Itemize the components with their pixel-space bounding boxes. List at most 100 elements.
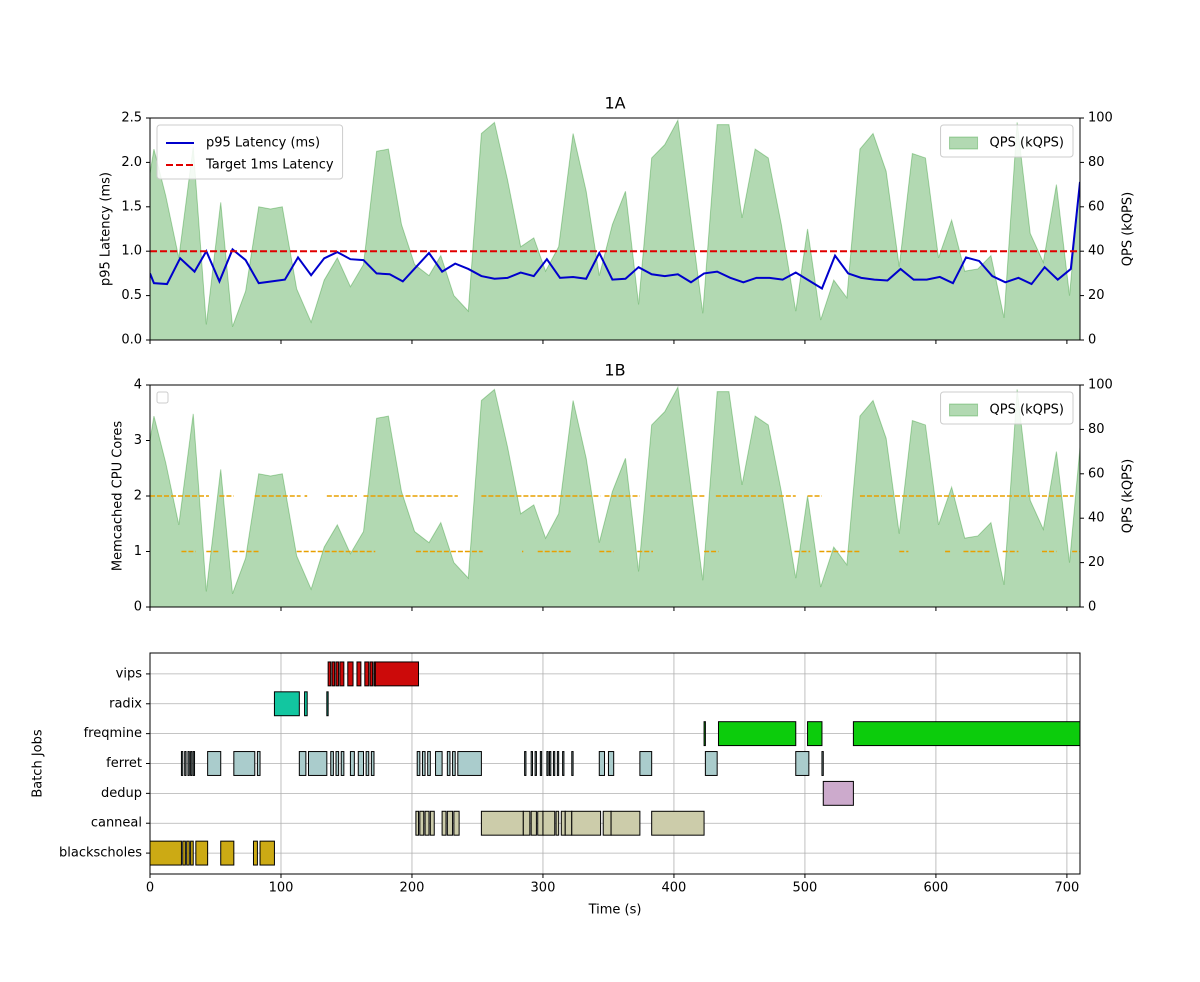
y-tick-label: blackscholes: [59, 846, 142, 861]
job-bar: [602, 810, 612, 836]
job-bar: [190, 751, 193, 776]
job-bar: [560, 810, 566, 836]
y-tick-label: ferret: [106, 756, 142, 771]
job-bar: [534, 751, 537, 776]
legend-label: Target 1ms Latency: [205, 158, 334, 173]
job-bar: [607, 751, 615, 776]
y-tick-label: 2.5: [121, 111, 142, 126]
panel: Batch Jobs Time (s) 0 100 200 300 400 500 600 700…: [31, 652, 1081, 918]
job-bar: [186, 840, 190, 866]
x-tick-label: 600: [924, 881, 949, 896]
job-bar: [452, 751, 456, 776]
job-bar: [446, 810, 454, 836]
x-axis-label: Time (s): [588, 903, 642, 918]
job-bar: [304, 691, 308, 717]
y-axis-label: Memcached CPU Cores: [111, 421, 126, 571]
job-bar: [347, 661, 354, 687]
y2-tick-label: 20: [1088, 288, 1105, 303]
job-bar: [530, 751, 533, 776]
y-tick-label: 1.0: [121, 244, 142, 259]
y-tick-label: dedup: [101, 786, 142, 801]
job-bar: [598, 751, 606, 776]
job-bar: [852, 721, 1080, 747]
job-bar: [298, 751, 307, 776]
y2-tick-label: 40: [1088, 511, 1105, 526]
x-tick-label: 400: [662, 881, 687, 896]
x-tick-label: 0: [146, 881, 154, 896]
y2-tick-label: 0: [1088, 600, 1096, 615]
job-bar: [195, 840, 209, 866]
job-bar: [546, 751, 549, 776]
job-bar: [571, 751, 574, 776]
job-bar: [530, 810, 537, 836]
axes-frame: [149, 384, 1081, 608]
y-tick-label: 0.0: [121, 333, 142, 348]
y2-tick-label: 20: [1088, 555, 1105, 570]
job-bar: [427, 751, 431, 776]
y2-tick-label: 0: [1088, 333, 1096, 348]
y-tick-label: freqmine: [84, 726, 142, 741]
y2-tick-label: 80: [1088, 422, 1105, 437]
legend-label: QPS (kQPS): [990, 403, 1064, 418]
job-bar: [256, 751, 261, 776]
y-tick-label: vips: [116, 666, 143, 681]
job-bar: [453, 810, 460, 836]
job-bar: [349, 751, 355, 776]
plot-area: [150, 653, 1080, 874]
legend-box: [940, 391, 1074, 425]
qps-area: [150, 385, 1080, 607]
job-bar: [184, 751, 187, 776]
x-tick-label: 700: [1054, 881, 1079, 896]
job-bar: [273, 691, 300, 717]
job-bar: [180, 751, 184, 776]
job-bar: [457, 751, 482, 776]
job-bar: [339, 661, 345, 687]
job-bar: [429, 810, 435, 836]
job-bar: [424, 810, 430, 836]
y-tick-label: canneal: [91, 816, 142, 831]
job-bar: [233, 751, 256, 776]
job-bar: [207, 751, 222, 776]
job-bar: [182, 840, 186, 866]
x-tick-label: 200: [400, 881, 425, 896]
y2-tick-label: 60: [1088, 199, 1105, 214]
job-bar: [327, 661, 332, 687]
job-bar: [795, 751, 810, 776]
job-bar: [335, 661, 340, 687]
job-bar: [252, 840, 258, 866]
job-bar: [537, 810, 544, 836]
job-bar: [150, 840, 182, 866]
legend: p95 Latency (ms) Target 1ms Latency: [156, 124, 344, 180]
panel-title: 1B: [604, 361, 625, 380]
job-bar: [374, 661, 420, 687]
y2-axis-label: QPS (kQPS): [1121, 459, 1136, 533]
y-tick-label: 1: [134, 544, 142, 559]
job-bar: [555, 810, 560, 836]
job-bar: [704, 751, 718, 776]
y2-tick-label: 80: [1088, 155, 1105, 170]
y-tick-label: 1.5: [121, 199, 142, 214]
job-bar: [446, 751, 451, 776]
job-bar: [419, 810, 425, 836]
job-bar: [807, 721, 823, 747]
job-bar: [717, 721, 797, 747]
series-line: [150, 181, 1080, 290]
y-tick-label: radix: [109, 696, 142, 711]
legend-box-empty: [156, 391, 169, 404]
job-bar: [356, 661, 362, 687]
job-bar: [821, 751, 824, 776]
job-bar: [524, 751, 527, 776]
job-bar: [416, 751, 421, 776]
y-axis-label: p95 Latency (ms): [99, 172, 114, 286]
job-bar: [571, 810, 602, 836]
y-tick-label: 3: [134, 433, 142, 448]
job-bar: [220, 840, 235, 866]
job-bar: [369, 661, 374, 687]
job-bar: [522, 810, 531, 836]
legend-box: [156, 124, 344, 180]
job-bar: [539, 751, 543, 776]
job-bar: [190, 840, 194, 866]
job-bar: [330, 751, 334, 776]
job-bar: [187, 751, 190, 776]
job-bar: [357, 751, 365, 776]
